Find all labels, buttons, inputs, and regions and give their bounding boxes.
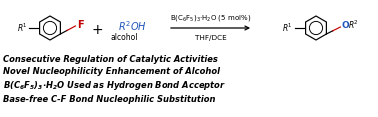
- Text: Base-free C-F Bond Nucleophilic Substitution: Base-free C-F Bond Nucleophilic Substitu…: [3, 95, 215, 104]
- Text: O: O: [341, 22, 349, 31]
- Text: B(C$_6$F$_5$)$_3$·H$_2$O (5 mol%): B(C$_6$F$_5$)$_3$·H$_2$O (5 mol%): [170, 13, 251, 23]
- Text: $R^2$: $R^2$: [349, 19, 359, 31]
- Text: +: +: [91, 23, 103, 37]
- Text: THF/DCE: THF/DCE: [195, 35, 226, 41]
- Text: $R^1$: $R^1$: [282, 22, 293, 34]
- Text: F: F: [77, 20, 84, 31]
- Text: Consecutive Regulation of Catalytic Activities: Consecutive Regulation of Catalytic Acti…: [3, 55, 218, 64]
- Text: alcohol: alcohol: [110, 33, 138, 42]
- Text: Novel Nucleophilicity Enhancement of Alcohol: Novel Nucleophilicity Enhancement of Alc…: [3, 68, 220, 77]
- Text: $R^1$: $R^1$: [17, 22, 28, 34]
- Text: $R^2$OH: $R^2$OH: [118, 19, 147, 33]
- Text: $\bfit{B(C_6F_5)_3{\cdot}H_2O}$ $\bfit{Used\ as\ Hydrogen\ Bond\ Acceptor}$: $\bfit{B(C_6F_5)_3{\cdot}H_2O}$ $\bfit{U…: [3, 79, 226, 91]
